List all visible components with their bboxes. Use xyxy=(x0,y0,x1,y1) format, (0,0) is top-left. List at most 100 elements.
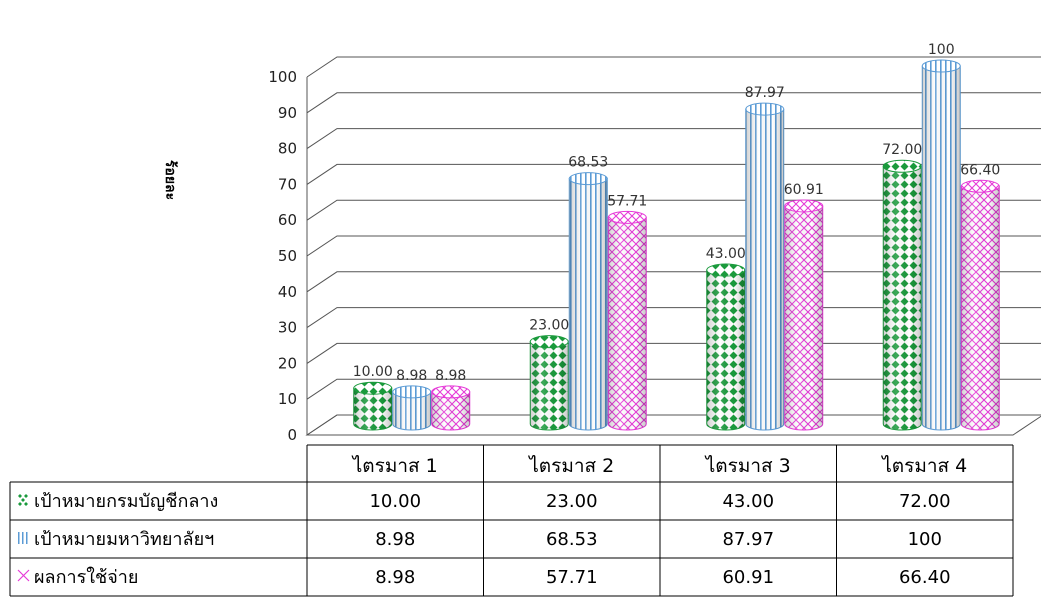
bar-top xyxy=(529,335,569,349)
series-name: เป้าหมายมหาวิทยาลัยฯ xyxy=(34,529,214,550)
bar xyxy=(784,199,824,431)
category-label: ไตรมาส 1 xyxy=(351,455,438,477)
series-name: ผลการใช้จ่าย xyxy=(34,566,138,588)
y-tick-label: 50 xyxy=(278,247,297,265)
bar xyxy=(960,179,1000,431)
y-tick-label: 90 xyxy=(278,104,297,122)
y-tick-label: 0 xyxy=(287,426,297,444)
bar-top xyxy=(784,199,824,213)
data-label: 68.53 xyxy=(568,155,608,171)
legend-key-mark xyxy=(26,532,28,544)
table-cell: 10.00 xyxy=(369,491,421,512)
bar xyxy=(529,335,569,431)
table-cell: 8.98 xyxy=(375,529,415,550)
bar xyxy=(745,102,785,431)
bar-top xyxy=(882,159,922,173)
bar xyxy=(607,210,647,431)
bar-shading xyxy=(961,186,1000,431)
bar-shading xyxy=(530,341,569,431)
y-tick-label: 20 xyxy=(278,354,297,372)
bar-shading xyxy=(569,178,608,431)
data-label: 57.71 xyxy=(607,193,647,209)
data-label: 10.00 xyxy=(353,364,393,380)
bar-shading xyxy=(883,166,922,431)
table-cell: 43.00 xyxy=(722,491,774,512)
bar-shading xyxy=(745,109,784,431)
table-cell: 57.71 xyxy=(546,567,598,588)
bar-top xyxy=(568,172,608,186)
y-tick-label: 40 xyxy=(278,283,297,301)
y-axis-ticks: 0 10 20 30 40 50 60 70 80 90 100 xyxy=(268,68,297,444)
y-tick-label: 100 xyxy=(268,68,297,86)
legend-key-mark xyxy=(18,532,20,544)
data-label: 8.98 xyxy=(396,368,427,384)
gridline xyxy=(306,163,1041,185)
bar-shading xyxy=(706,270,745,431)
bar-shading xyxy=(392,391,431,431)
bar-top xyxy=(706,263,746,277)
bar-top xyxy=(431,385,471,399)
bar-shading xyxy=(431,391,470,431)
table-cell: 72.00 xyxy=(899,491,951,512)
table-cell: 8.98 xyxy=(375,567,415,588)
legend-key-mark xyxy=(18,494,22,498)
data-labels: 10.00 8.98 8.9823.0068.5357.7143.0087.9760… xyxy=(353,42,1001,384)
table-cell: 60.91 xyxy=(722,567,774,588)
bar xyxy=(431,385,471,431)
data-label: 100 xyxy=(928,42,955,58)
bar-shading xyxy=(922,66,961,431)
bar-top xyxy=(353,381,393,395)
bar xyxy=(568,172,608,431)
data-table: ไตรมาส 1 ไตรมาส 2 ไตรมาส 3 ไตรมาส 4 เป้าหมาย… xyxy=(9,444,1014,597)
bar-shading xyxy=(784,205,823,431)
bar-top xyxy=(392,385,432,399)
data-label: 72.00 xyxy=(882,142,922,158)
series-name: เป้าหมายกรมบัญชีกลาง xyxy=(34,491,218,512)
bar xyxy=(921,59,961,431)
legend-key-mark xyxy=(24,494,28,498)
bar-top xyxy=(921,59,961,73)
data-label: 43.00 xyxy=(706,246,746,262)
bar-top xyxy=(607,210,647,224)
legend-key-mark xyxy=(17,569,30,582)
bar-shading xyxy=(353,388,392,431)
y-tick-label: 30 xyxy=(278,319,297,337)
data-label: 60.91 xyxy=(784,182,824,198)
data-label: 87.97 xyxy=(745,85,785,101)
bar xyxy=(392,385,432,431)
legend-key xyxy=(18,532,28,544)
gridline xyxy=(306,128,1041,150)
bar xyxy=(353,381,393,431)
table-cell: 87.97 xyxy=(722,529,774,550)
data-label: 8.98 xyxy=(435,368,466,384)
legend-key-mark xyxy=(24,502,28,506)
y-tick-label: 60 xyxy=(278,211,297,229)
bar-top xyxy=(960,179,1000,193)
gridline xyxy=(306,92,1041,114)
table-cell: 66.40 xyxy=(899,567,951,588)
legend-key xyxy=(17,569,30,582)
bar-top xyxy=(745,102,785,116)
bar xyxy=(882,159,922,431)
data-label: 23.00 xyxy=(529,318,569,334)
y-axis-label: ร้อยละ xyxy=(162,160,178,200)
legend-key xyxy=(18,494,28,506)
bar xyxy=(706,263,746,431)
category-label: ไตรมาส 3 xyxy=(704,455,791,477)
legend-key-mark xyxy=(22,532,24,544)
bar-shading xyxy=(608,217,647,431)
gridline xyxy=(306,56,1041,78)
legend-key-mark xyxy=(18,502,22,506)
table-cell: 23.00 xyxy=(546,491,598,512)
table-cell: 68.53 xyxy=(546,529,598,550)
category-label: ไตรมาส 2 xyxy=(527,455,614,477)
y-tick-label: 70 xyxy=(278,175,297,193)
bars xyxy=(353,59,1000,431)
y-tick-label: 80 xyxy=(278,140,297,158)
data-label: 66.40 xyxy=(960,162,1000,178)
legend-key-mark xyxy=(21,498,25,502)
category-label: ไตรมาส 4 xyxy=(880,455,967,477)
table-cell: 100 xyxy=(908,529,942,550)
